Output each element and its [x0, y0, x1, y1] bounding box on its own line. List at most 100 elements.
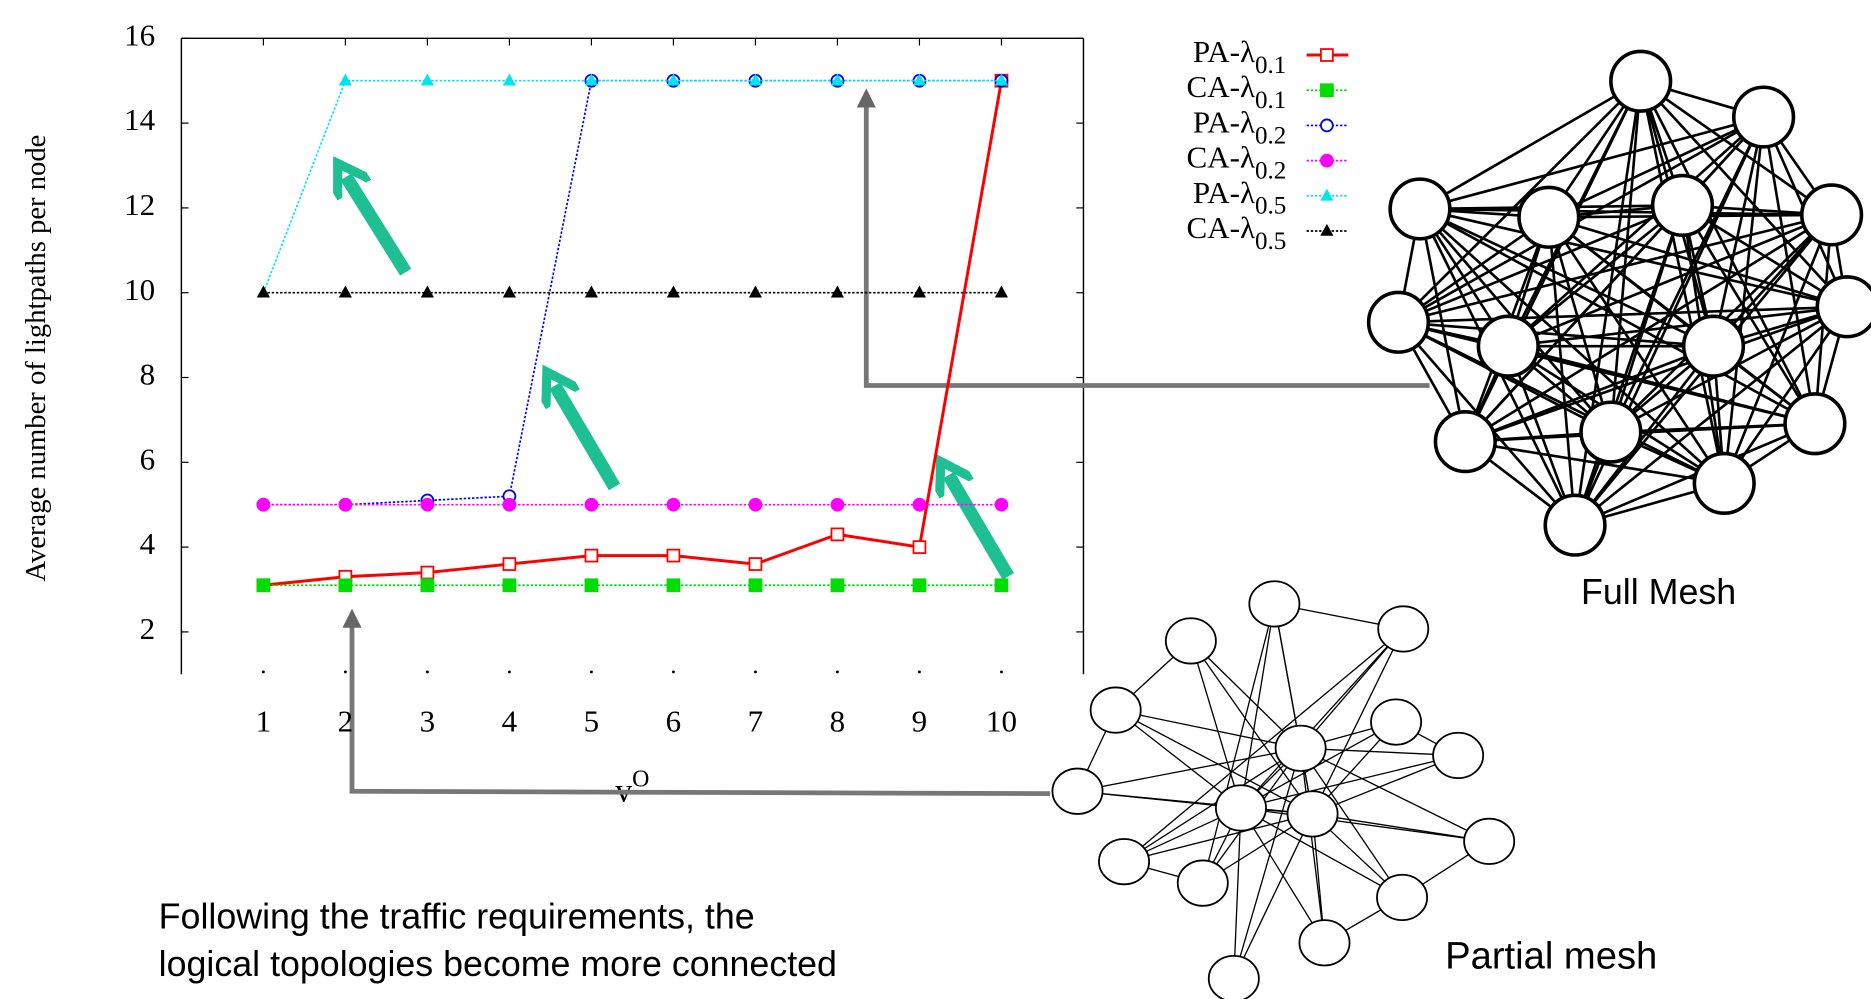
marker	[503, 558, 515, 570]
mesh-node	[1166, 618, 1216, 663]
y-tick-label: 4	[140, 526, 156, 561]
marker	[257, 499, 269, 511]
mesh-node	[1785, 394, 1845, 454]
mesh-node	[1390, 179, 1450, 239]
legend-marker	[1321, 119, 1333, 131]
marker	[257, 286, 270, 298]
marker	[421, 567, 433, 579]
mesh-edge	[1241, 755, 1458, 808]
marker	[339, 499, 351, 511]
marker	[913, 286, 926, 298]
mesh-node	[1464, 819, 1514, 864]
marker	[339, 286, 352, 298]
mesh-node	[1435, 412, 1495, 472]
marker	[585, 550, 597, 562]
marker	[749, 558, 761, 570]
marker	[749, 579, 761, 591]
legend-marker	[1321, 49, 1333, 61]
mesh-edge	[1116, 710, 1301, 748]
marker	[503, 74, 516, 86]
full-mesh-diagram	[1369, 51, 1871, 555]
marker	[995, 499, 1007, 511]
x-tick	[344, 670, 347, 673]
mesh-node	[1369, 292, 1429, 352]
mesh-node	[1299, 920, 1349, 965]
x-tick-label: 1	[256, 704, 272, 739]
x-tick	[590, 670, 593, 673]
y-tick-label: 14	[124, 102, 156, 137]
mesh-node	[1288, 791, 1338, 836]
marker	[585, 499, 597, 511]
marker	[913, 579, 925, 591]
marker	[913, 541, 925, 553]
x-tick-label: 5	[584, 704, 600, 739]
legend-marker	[1321, 155, 1333, 167]
marker	[995, 286, 1008, 298]
connector-arrow	[352, 618, 1050, 793]
mesh-node	[1209, 956, 1259, 999]
x-tick-label: 2	[338, 704, 354, 739]
x-tick	[262, 670, 265, 673]
marker	[913, 499, 925, 511]
mesh-node	[1433, 733, 1483, 778]
highlight-arrow	[949, 475, 1009, 576]
x-tick-label: 8	[830, 704, 846, 739]
legend-marker	[1321, 84, 1333, 96]
x-tick-label: 9	[912, 704, 928, 739]
x-axis-label: vO	[615, 767, 649, 809]
mesh-node	[1099, 839, 1149, 884]
mesh-edge	[1398, 215, 1831, 322]
mesh-node	[1371, 699, 1421, 744]
marker	[421, 579, 433, 591]
x-tick	[508, 670, 511, 673]
marker	[421, 499, 433, 511]
marker	[667, 286, 680, 298]
mesh-node	[1216, 785, 1266, 830]
marker	[585, 579, 597, 591]
y-tick-label: 6	[140, 441, 156, 476]
legend-marker	[1320, 189, 1333, 201]
page: Average number of lightpaths per node vO…	[0, 0, 1871, 999]
y-tick-label: 10	[124, 272, 155, 307]
series-line	[263, 81, 1001, 586]
mesh-node	[1178, 860, 1228, 905]
marker	[339, 579, 351, 591]
y-tick-label: 2	[140, 611, 156, 646]
marker	[585, 286, 598, 298]
mesh-node	[1581, 402, 1641, 462]
mesh-node	[1545, 495, 1605, 555]
annotation: Partial mesh	[1445, 934, 1657, 977]
annotation: Following the traffic requirements, the	[159, 896, 755, 936]
mesh-node	[1611, 51, 1671, 111]
marker	[831, 286, 844, 298]
x-tick	[426, 670, 429, 673]
marker	[667, 550, 679, 562]
y-axis-label: Average number of lightpaths per node	[20, 135, 52, 582]
x-tick	[754, 670, 757, 673]
highlight-arrow	[555, 386, 615, 487]
x-tick	[672, 670, 675, 673]
mesh-node	[1684, 316, 1744, 376]
highlight-arrow	[346, 177, 406, 272]
mesh-node	[1802, 185, 1862, 245]
marker	[421, 286, 434, 298]
y-tick-label: 16	[124, 17, 155, 52]
marker	[749, 286, 762, 298]
x-tick	[1000, 670, 1003, 673]
marker	[831, 579, 843, 591]
connector-arrow	[866, 98, 1429, 386]
marker	[995, 579, 1007, 591]
series-line	[263, 81, 1001, 293]
x-tick-label: 7	[748, 704, 764, 739]
mesh-node	[1478, 316, 1538, 376]
annotation: logical topologies become more connected	[159, 944, 837, 984]
x-tick-label: 4	[502, 704, 518, 739]
marker	[257, 579, 269, 591]
x-tick	[836, 670, 839, 673]
x-tick	[918, 670, 921, 673]
marker	[831, 528, 843, 540]
marker	[503, 499, 515, 511]
marker	[831, 499, 843, 511]
marker	[503, 579, 515, 591]
mesh-node	[1052, 769, 1102, 814]
